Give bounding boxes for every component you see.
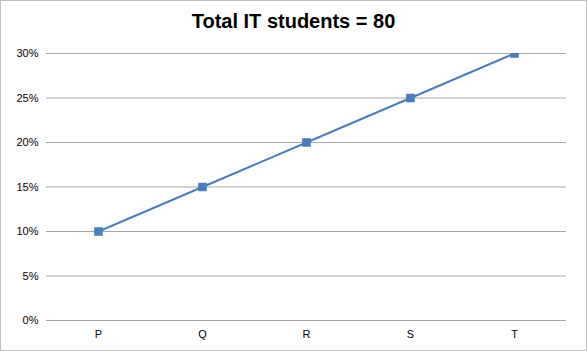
svg-text:30%: 30% <box>16 47 38 59</box>
html-text:Total IT students = 80: Total IT students = 80 <box>191 10 396 32</box>
svg-text:T: T <box>511 328 518 340</box>
svg-text:R: R <box>303 328 311 340</box>
svg-text:S: S <box>407 328 414 340</box>
svg-text:25%: 25% <box>16 92 38 104</box>
svg-text:0%: 0% <box>23 314 39 326</box>
svg-text:15%: 15% <box>16 181 38 193</box>
svg-text:10%: 10% <box>16 225 38 237</box>
svg-text:P: P <box>95 328 102 340</box>
svg-text:20%: 20% <box>16 136 38 148</box>
svg-text:5%: 5% <box>23 270 39 282</box>
svg-text:Q: Q <box>198 328 207 340</box>
